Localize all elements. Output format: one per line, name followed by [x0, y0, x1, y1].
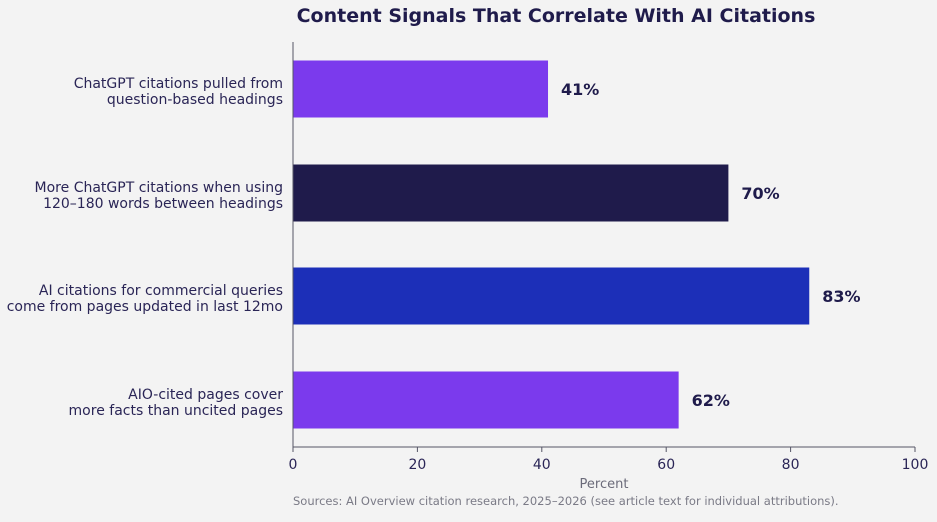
- value-label-1: 41%: [561, 80, 599, 99]
- x-axis-label: Percent: [580, 477, 629, 492]
- bar-3: [293, 267, 810, 325]
- x-tick-label-20: 20: [408, 457, 426, 473]
- category-label-2: More ChatGPT citations when using 120–180…: [35, 180, 283, 212]
- x-tick-label-100: 100: [902, 457, 929, 473]
- category-label-3: AI citations for commercial queries come …: [7, 283, 283, 315]
- x-tick-label-60: 60: [657, 457, 675, 473]
- x-tick-label-0: 0: [289, 457, 298, 473]
- source-note: Sources: AI Overview citation research, …: [293, 494, 839, 508]
- bar-4: [293, 371, 679, 429]
- bar-1: [293, 60, 549, 118]
- bars-group: 41% ChatGPT citations pulled from question…: [7, 60, 861, 429]
- x-tick-label-40: 40: [533, 457, 551, 473]
- x-tick-label-80: 80: [782, 457, 800, 473]
- axes-group: 0 20 40 60 80 100: [289, 42, 929, 473]
- value-label-4: 62%: [692, 391, 730, 410]
- bar-2: [293, 164, 729, 222]
- category-label-1: ChatGPT citations pulled from question-ba…: [74, 76, 283, 108]
- value-label-3: 83%: [822, 287, 860, 306]
- value-label-2: 70%: [741, 184, 779, 203]
- category-label-4: AIO-cited pages cover more facts than unc…: [69, 387, 284, 419]
- chart-title: Content Signals That Correlate With AI C…: [297, 5, 816, 27]
